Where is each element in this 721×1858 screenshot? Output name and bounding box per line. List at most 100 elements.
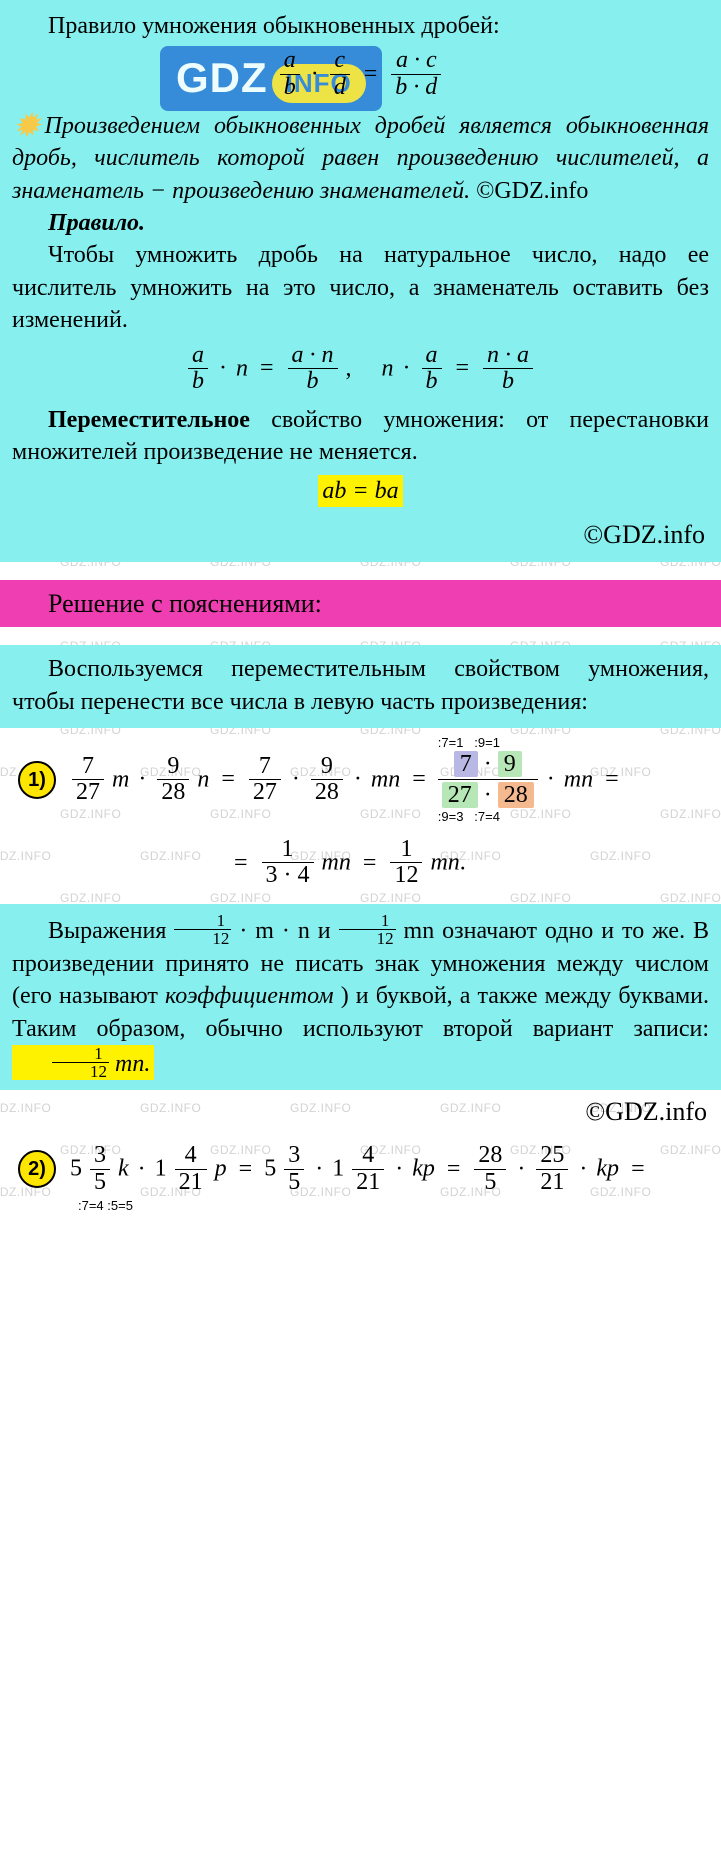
item1-line1: 1) 727 m · 928 n = 727 · 928 · mn = :7=1… bbox=[18, 736, 709, 823]
explanation-text: Выражения 112 · m · n и 112 mn означают … bbox=[12, 912, 709, 1080]
tag-9: 9 bbox=[498, 751, 522, 777]
r2-l-den: b bbox=[188, 369, 208, 394]
i2-kp: kp bbox=[412, 1156, 435, 1182]
i2-bw: 1 bbox=[155, 1156, 167, 1182]
i1-r2d: 12 bbox=[390, 863, 422, 888]
sf2n: 1 bbox=[339, 912, 396, 930]
i2-bn: 4 bbox=[175, 1143, 207, 1169]
i1-n2: 9 bbox=[157, 754, 189, 780]
i1-d1b: 27 bbox=[249, 780, 281, 805]
i2-fn: 25 bbox=[536, 1143, 568, 1169]
r2-l-rd: b bbox=[288, 369, 338, 394]
r2-l-num: a bbox=[188, 343, 208, 369]
i2-an: 3 bbox=[90, 1143, 110, 1169]
note-br: :7=4 bbox=[474, 809, 500, 824]
i1-n: n bbox=[197, 766, 209, 792]
frac-rhs-num: a · c bbox=[391, 48, 441, 74]
rule2-formula: ab · n = a · nb , n · ab = n · ab bbox=[12, 343, 709, 394]
i2-ed: 5 bbox=[474, 1170, 506, 1195]
i2-cn: 3 bbox=[284, 1143, 304, 1169]
i2-dn: 4 bbox=[352, 1143, 384, 1169]
i1-n1b: 7 bbox=[249, 754, 281, 780]
commut-title: Переместительное bbox=[48, 407, 250, 433]
fraction-rule-formula: ab · cd = a · cb · d bbox=[12, 48, 709, 99]
i1-d2: 28 bbox=[157, 780, 189, 805]
item-2: 2) 5 35 k · 1 421 p = 5 35 · 1 421 · kp … bbox=[0, 1135, 721, 1215]
i2-p: p bbox=[215, 1156, 227, 1182]
r2-r-num: a bbox=[422, 343, 442, 369]
commut-formula: ab = ba bbox=[318, 475, 402, 507]
frac-d-den: d bbox=[330, 75, 350, 100]
i1-n2b: 9 bbox=[311, 754, 343, 780]
star-copy: ©GDZ.info bbox=[470, 178, 588, 204]
i1-d1: 27 bbox=[72, 780, 104, 805]
ex-pre: Выражения bbox=[48, 918, 174, 944]
sf3n: 1 bbox=[52, 1045, 109, 1063]
i2-aw: 5 bbox=[70, 1156, 82, 1182]
ex-coef: коэффициентом bbox=[165, 983, 334, 1009]
i2-en: 28 bbox=[474, 1143, 506, 1169]
cancel-fraction: :7=1 :9=1 7 · 9 27 · 28 :9=3 :7=4 bbox=[438, 736, 538, 823]
rule2-title-line: Правило. bbox=[12, 207, 709, 239]
i2-cd: 5 bbox=[284, 1170, 304, 1195]
rule-heading: Правило умножения обыкновенных дробей: bbox=[12, 10, 709, 42]
i1-r1n: 1 bbox=[262, 837, 314, 863]
r2-r-n: n bbox=[382, 355, 394, 381]
i1-mn4: mn bbox=[430, 850, 459, 876]
i1-n1: 7 bbox=[72, 754, 104, 780]
rule2-title: Правило. bbox=[48, 210, 145, 236]
i2-bd: 21 bbox=[175, 1170, 207, 1195]
solution-header-bar: Решение с пояснениями: bbox=[0, 580, 721, 627]
commut-formula-row: ab = ba bbox=[12, 475, 709, 507]
rule-block: GDZINFO Правило умножения обыкновенных д… bbox=[0, 0, 721, 562]
item-1: 1) 727 m · 928 n = 727 · 928 · mn = :7=1… bbox=[0, 728, 721, 904]
item1-line2: = 13 · 4 mn = 112 mn. bbox=[18, 823, 709, 894]
item2-badge: 2) bbox=[18, 1150, 56, 1188]
note-tr: :9=1 bbox=[474, 735, 500, 750]
i1-mn2: mn bbox=[564, 766, 593, 792]
i1-r2n: 1 bbox=[390, 837, 422, 863]
frac-c-num: c bbox=[330, 48, 350, 74]
i2-ad: 5 bbox=[90, 1170, 110, 1195]
solution-header: Решение с пояснениями: bbox=[12, 586, 709, 621]
i1-mn: mn bbox=[371, 766, 400, 792]
copyright-2: ©GDZ.info bbox=[0, 1090, 721, 1135]
sf2d: 12 bbox=[339, 930, 396, 947]
commutative-text: Переместительное свойство умножения: от … bbox=[12, 404, 709, 469]
explanation-block: Выражения 112 · m · n и 112 mn означают … bbox=[0, 904, 721, 1090]
frac-a-num: a bbox=[280, 48, 300, 74]
item2-bottom-note: :7=4 :5=5 bbox=[18, 1195, 709, 1212]
frac-rhs-den: b · d bbox=[391, 75, 441, 100]
star-text: Произведением обыкновенных дробей являет… bbox=[12, 113, 709, 204]
i1-m: m bbox=[112, 766, 129, 792]
star-icon: ✹ bbox=[12, 115, 41, 139]
spacer-1 bbox=[0, 562, 721, 580]
frac-a-den: b bbox=[280, 75, 300, 100]
r2-r-rn: n · a bbox=[483, 343, 533, 369]
item2-line1: 2) 5 35 k · 1 421 p = 5 35 · 1 421 · kp … bbox=[18, 1143, 709, 1194]
i1-r1d: 3 · 4 bbox=[262, 863, 314, 888]
i2-cw: 5 bbox=[264, 1156, 276, 1182]
i1-d2b: 28 bbox=[311, 780, 343, 805]
star-paragraph: ✹Произведением обыкновенных дробей являе… bbox=[12, 110, 709, 207]
i2-dd: 21 bbox=[352, 1170, 384, 1195]
ex-m1: · m · n и bbox=[239, 918, 338, 944]
note-bl: :9=3 bbox=[438, 809, 464, 824]
intro-block: Воспользуемся переместительным свойством… bbox=[0, 645, 721, 728]
r2-l-rn: a · n bbox=[288, 343, 338, 369]
note-tl: :7=1 bbox=[438, 735, 464, 750]
rule2-text: Чтобы умножить дробь на натуральное числ… bbox=[12, 239, 709, 336]
sf1d: 12 bbox=[174, 930, 231, 947]
sf3d: 12 bbox=[52, 1063, 109, 1080]
r2-r-rd: b bbox=[483, 369, 533, 394]
intro-text: Воспользуемся переместительным свойством… bbox=[12, 653, 709, 718]
i1-mn3: mn bbox=[322, 850, 351, 876]
tag-28: 28 bbox=[498, 782, 534, 808]
r2-r-den: b bbox=[422, 369, 442, 394]
i2-k: k bbox=[118, 1156, 129, 1182]
i2-kp2: kp bbox=[596, 1156, 619, 1182]
sf1n: 1 bbox=[174, 912, 231, 930]
i2-dw: 1 bbox=[332, 1156, 344, 1182]
r2-l-n: n bbox=[236, 355, 248, 381]
ex-post: mn. bbox=[115, 1051, 150, 1077]
